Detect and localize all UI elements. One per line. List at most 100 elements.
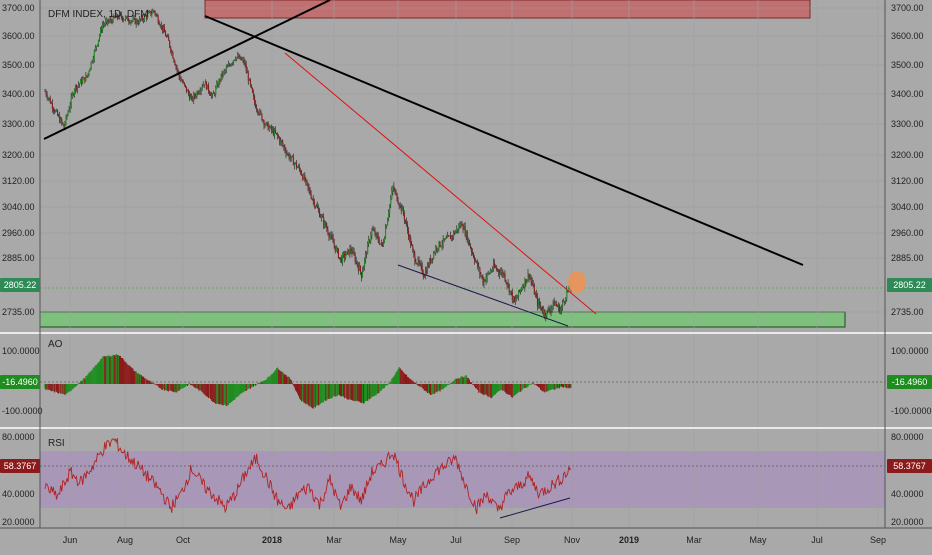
ao-bar: [470, 382, 473, 384]
ao-bar: [536, 384, 539, 386]
candle-body: [338, 257, 341, 259]
candle-body: [159, 24, 161, 27]
candle-body: [420, 263, 422, 266]
candle-body: [273, 130, 276, 136]
ao-bar: [541, 384, 543, 391]
ao-bar: [184, 384, 186, 387]
candle-body: [103, 24, 105, 26]
time-tick: Sep: [870, 535, 886, 545]
price-tick-right: 3500.00: [891, 60, 924, 70]
candle-body: [564, 301, 566, 303]
candle-body: [188, 90, 190, 95]
ao-bar: [547, 384, 549, 392]
candle-body: [88, 71, 90, 74]
candle-body: [216, 83, 218, 88]
ao-bar: [557, 384, 559, 388]
ao-bar: [252, 384, 255, 387]
candle-body: [518, 290, 520, 297]
candle-body: [236, 56, 238, 59]
ao-bar: [422, 384, 424, 389]
candle-body: [256, 107, 258, 110]
candle-body: [462, 226, 464, 230]
candle-body: [522, 286, 524, 290]
ao-bar: [88, 372, 90, 384]
candle-body: [447, 235, 449, 237]
ao-bar: [81, 381, 83, 384]
candle-body: [555, 303, 557, 306]
candle-body: [365, 253, 367, 259]
candle-body: [458, 225, 460, 231]
candle-body: [97, 39, 100, 45]
candle-body: [489, 271, 491, 274]
ao-bar: [507, 384, 509, 395]
ao-bar: [150, 381, 152, 384]
lower-support-line: [397, 264, 569, 327]
ao-bar: [109, 356, 111, 384]
candle-body: [529, 277, 531, 279]
ao-bar: [465, 375, 467, 384]
ao-bar: [269, 375, 271, 384]
candle-body: [513, 296, 515, 302]
ao-bar: [256, 384, 258, 385]
ao-bar: [399, 368, 401, 384]
candle-body: [288, 154, 290, 159]
ao-bar: [311, 384, 313, 409]
ao-bar: [301, 384, 303, 402]
ao-bar: [270, 374, 272, 384]
candle-body: [140, 16, 142, 20]
ao-bar: [483, 384, 485, 396]
ao-bar: [291, 383, 293, 384]
ao-bar: [249, 384, 251, 389]
ao-bar: [566, 384, 568, 389]
ao-bar: [290, 380, 292, 384]
ao-bar: [124, 361, 126, 384]
candle-body: [229, 65, 232, 66]
ao-bar: [489, 384, 491, 398]
ao-bar: [168, 384, 170, 392]
candle-body: [113, 16, 115, 18]
ao-bar: [226, 384, 228, 406]
price-tick-left: 3500.00: [2, 60, 35, 70]
ao-bar: [542, 384, 544, 392]
ao-bar: [532, 382, 534, 384]
candle-body: [568, 285, 570, 291]
ao-bar: [535, 384, 537, 386]
ao-bar: [260, 382, 262, 384]
ao-bar: [414, 382, 416, 384]
ao-bar: [446, 384, 448, 386]
candle-body: [391, 190, 393, 199]
candle-body: [480, 273, 482, 276]
candle-body: [94, 47, 96, 51]
candle-body: [495, 267, 497, 268]
candle-body: [115, 14, 117, 18]
ao-bar: [332, 384, 334, 397]
candle-body: [385, 228, 387, 238]
candle-body: [149, 11, 151, 13]
candle-body: [430, 258, 432, 263]
ao-bar: [151, 382, 153, 384]
candle-body: [412, 245, 414, 250]
ao-bar: [258, 382, 260, 384]
ao-bar: [484, 384, 486, 395]
candle-body: [238, 55, 240, 59]
ao-bar: [325, 384, 327, 401]
ao-bar: [99, 359, 102, 384]
ao-bar: [415, 382, 417, 384]
minor-downtrend-line: [284, 52, 597, 315]
ao-bar: [299, 384, 301, 399]
candle-body: [45, 91, 47, 95]
candle-body: [405, 222, 408, 225]
candle-body: [359, 265, 361, 272]
ao-bar: [186, 384, 189, 386]
rsi-last-tag-left-bg: [0, 459, 40, 473]
candle-body: [90, 61, 92, 69]
ao-bar: [544, 384, 546, 393]
candle-body: [284, 147, 286, 151]
ao-bar: [477, 384, 479, 390]
ao-bar: [174, 384, 176, 392]
time-tick: Jun: [63, 535, 78, 545]
candle-body: [196, 91, 198, 97]
ao-bar: [319, 384, 322, 404]
